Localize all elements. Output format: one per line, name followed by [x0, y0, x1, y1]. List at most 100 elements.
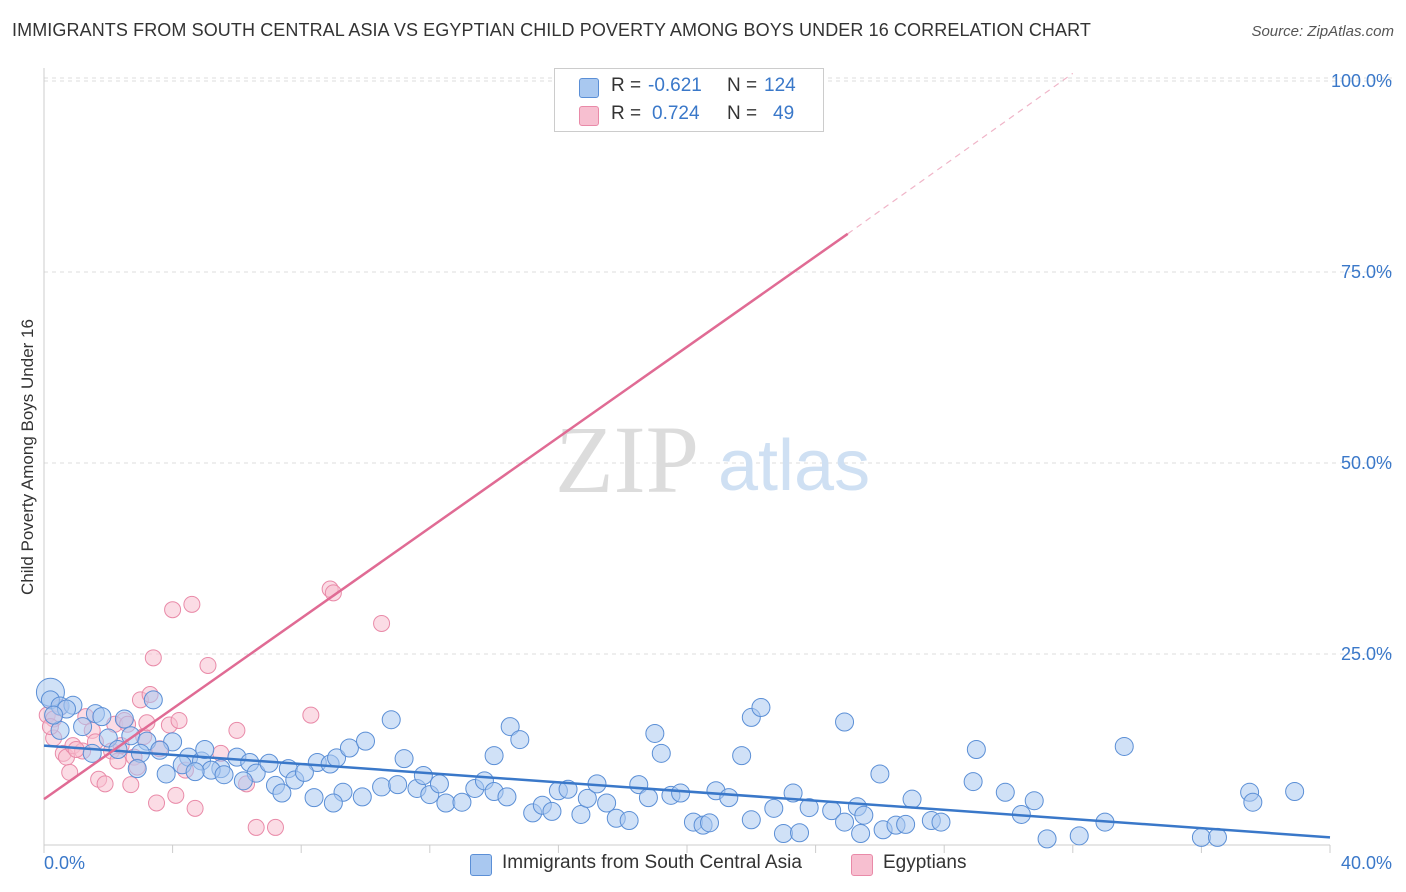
egyptians-point — [228, 721, 246, 739]
immigrants-point — [233, 771, 253, 791]
immigrants-point — [1191, 827, 1211, 847]
x-tick-label: 40.0% — [1341, 853, 1392, 873]
egyptians-point — [148, 794, 166, 812]
immigrants-point — [44, 705, 64, 725]
legend-row-pink: R = 0.724 N = 49 — [555, 101, 823, 129]
egyptians-point — [186, 799, 204, 817]
immigrants-point — [1069, 826, 1089, 846]
legend-n-label: N = — [727, 75, 758, 96]
immigrants-point — [429, 774, 449, 794]
immigrants-point — [1207, 827, 1227, 847]
egyptians-point — [164, 601, 182, 619]
immigrants-point — [1243, 792, 1263, 812]
immigrants-point — [645, 723, 665, 743]
legend-n-value-blue: 124 — [764, 75, 796, 96]
immigrants-point — [619, 811, 639, 831]
immigrants-point — [356, 731, 375, 751]
bottom-legend-label: Immigrants from South Central Asia — [502, 852, 802, 873]
immigrants-point — [597, 793, 617, 813]
immigrants-point — [185, 762, 205, 782]
chart-title: IMMIGRANTS FROM SOUTH CENTRAL ASIA VS EG… — [12, 20, 1091, 40]
immigrants-point — [294, 762, 314, 782]
immigrants-point — [751, 697, 771, 717]
immigrants-point — [73, 717, 93, 737]
legend-swatch-blue — [470, 854, 492, 876]
legend-r-value-blue: -0.621 — [648, 75, 702, 96]
y-axis-label: Child Poverty Among Boys Under 16 — [18, 319, 37, 595]
immigrants-point — [773, 824, 793, 844]
y-tick-label: 75.0% — [1341, 262, 1392, 282]
immigrants-point — [1114, 736, 1134, 756]
immigrants-point — [372, 777, 392, 797]
egyptians-point — [183, 595, 201, 613]
immigrants-point — [92, 707, 112, 727]
immigrants-point — [497, 787, 517, 807]
legend-n-label: N = — [727, 103, 758, 124]
immigrants-point — [150, 740, 170, 760]
egyptians-point — [373, 614, 391, 632]
immigrants-point — [1285, 782, 1305, 802]
immigrants-point — [902, 789, 922, 809]
egyptians-point — [324, 584, 342, 602]
immigrants-point — [966, 740, 986, 759]
legend-swatch-pink — [579, 106, 599, 126]
immigrants-point — [195, 740, 215, 759]
immigrants-point — [484, 746, 504, 766]
egyptians-point — [302, 706, 320, 724]
immigrants-point — [323, 793, 343, 813]
immigrants-point — [143, 690, 163, 710]
immigrants-point — [851, 824, 871, 844]
legend-swatch-blue — [579, 78, 599, 98]
immigrants-point — [510, 730, 530, 750]
egyptians-point — [170, 711, 188, 729]
immigrants-point — [436, 793, 456, 813]
correlation-legend: R = -0.621 N = 124 R = 0.724 N = 49 — [554, 68, 824, 132]
legend-swatch-pink — [851, 854, 873, 876]
immigrants-point — [835, 812, 855, 832]
y-tick-label: 50.0% — [1341, 453, 1392, 473]
x-tick-label: 0.0% — [44, 853, 85, 873]
source-label: Source: ZipAtlas.com — [1251, 23, 1394, 40]
immigrants-point — [719, 788, 739, 808]
immigrants-point — [995, 782, 1015, 802]
legend-r-label: R = — [611, 103, 642, 124]
immigrants-point — [394, 749, 414, 769]
egyptians-point — [122, 776, 140, 794]
legend-r-label: R = — [611, 75, 642, 96]
watermark-atlas: atlas — [718, 426, 870, 506]
immigrants-point — [741, 810, 761, 830]
watermark-zip: ZIP — [555, 406, 699, 513]
egyptians-point — [247, 818, 265, 836]
egyptians-trend-extension — [847, 72, 1074, 235]
immigrants-point — [452, 792, 472, 812]
immigrants-point — [732, 746, 752, 766]
y-tick-label: 25.0% — [1341, 644, 1392, 664]
immigrants-point — [870, 764, 890, 784]
immigrants-trend-line — [43, 744, 1331, 839]
immigrants-point — [500, 717, 520, 737]
legend-row-blue: R = -0.621 N = 124 — [555, 73, 823, 101]
immigrants-point — [1037, 829, 1057, 849]
immigrants-point — [571, 804, 591, 824]
immigrants-point — [799, 798, 819, 818]
bottom-legend-label: Egyptians — [883, 852, 967, 873]
egyptians-point — [167, 786, 185, 804]
immigrants-point — [381, 710, 401, 730]
immigrants-point — [963, 772, 983, 792]
legend-n-value-pink: 49 — [773, 103, 795, 124]
immigrants-point — [127, 759, 147, 779]
immigrants-point — [542, 801, 562, 821]
immigrants-point — [156, 764, 176, 784]
egyptians-point — [144, 649, 162, 667]
immigrants-point — [835, 712, 855, 732]
immigrants-point — [413, 765, 433, 785]
immigrants-point — [638, 788, 658, 808]
egyptians-point — [138, 714, 156, 732]
egyptians-point — [96, 775, 114, 793]
immigrants-point — [272, 783, 292, 803]
immigrants-point — [854, 805, 874, 825]
immigrants-point — [1024, 791, 1044, 811]
egyptians-point — [199, 656, 217, 674]
immigrants-point — [577, 788, 597, 808]
immigrants-point — [214, 765, 234, 785]
